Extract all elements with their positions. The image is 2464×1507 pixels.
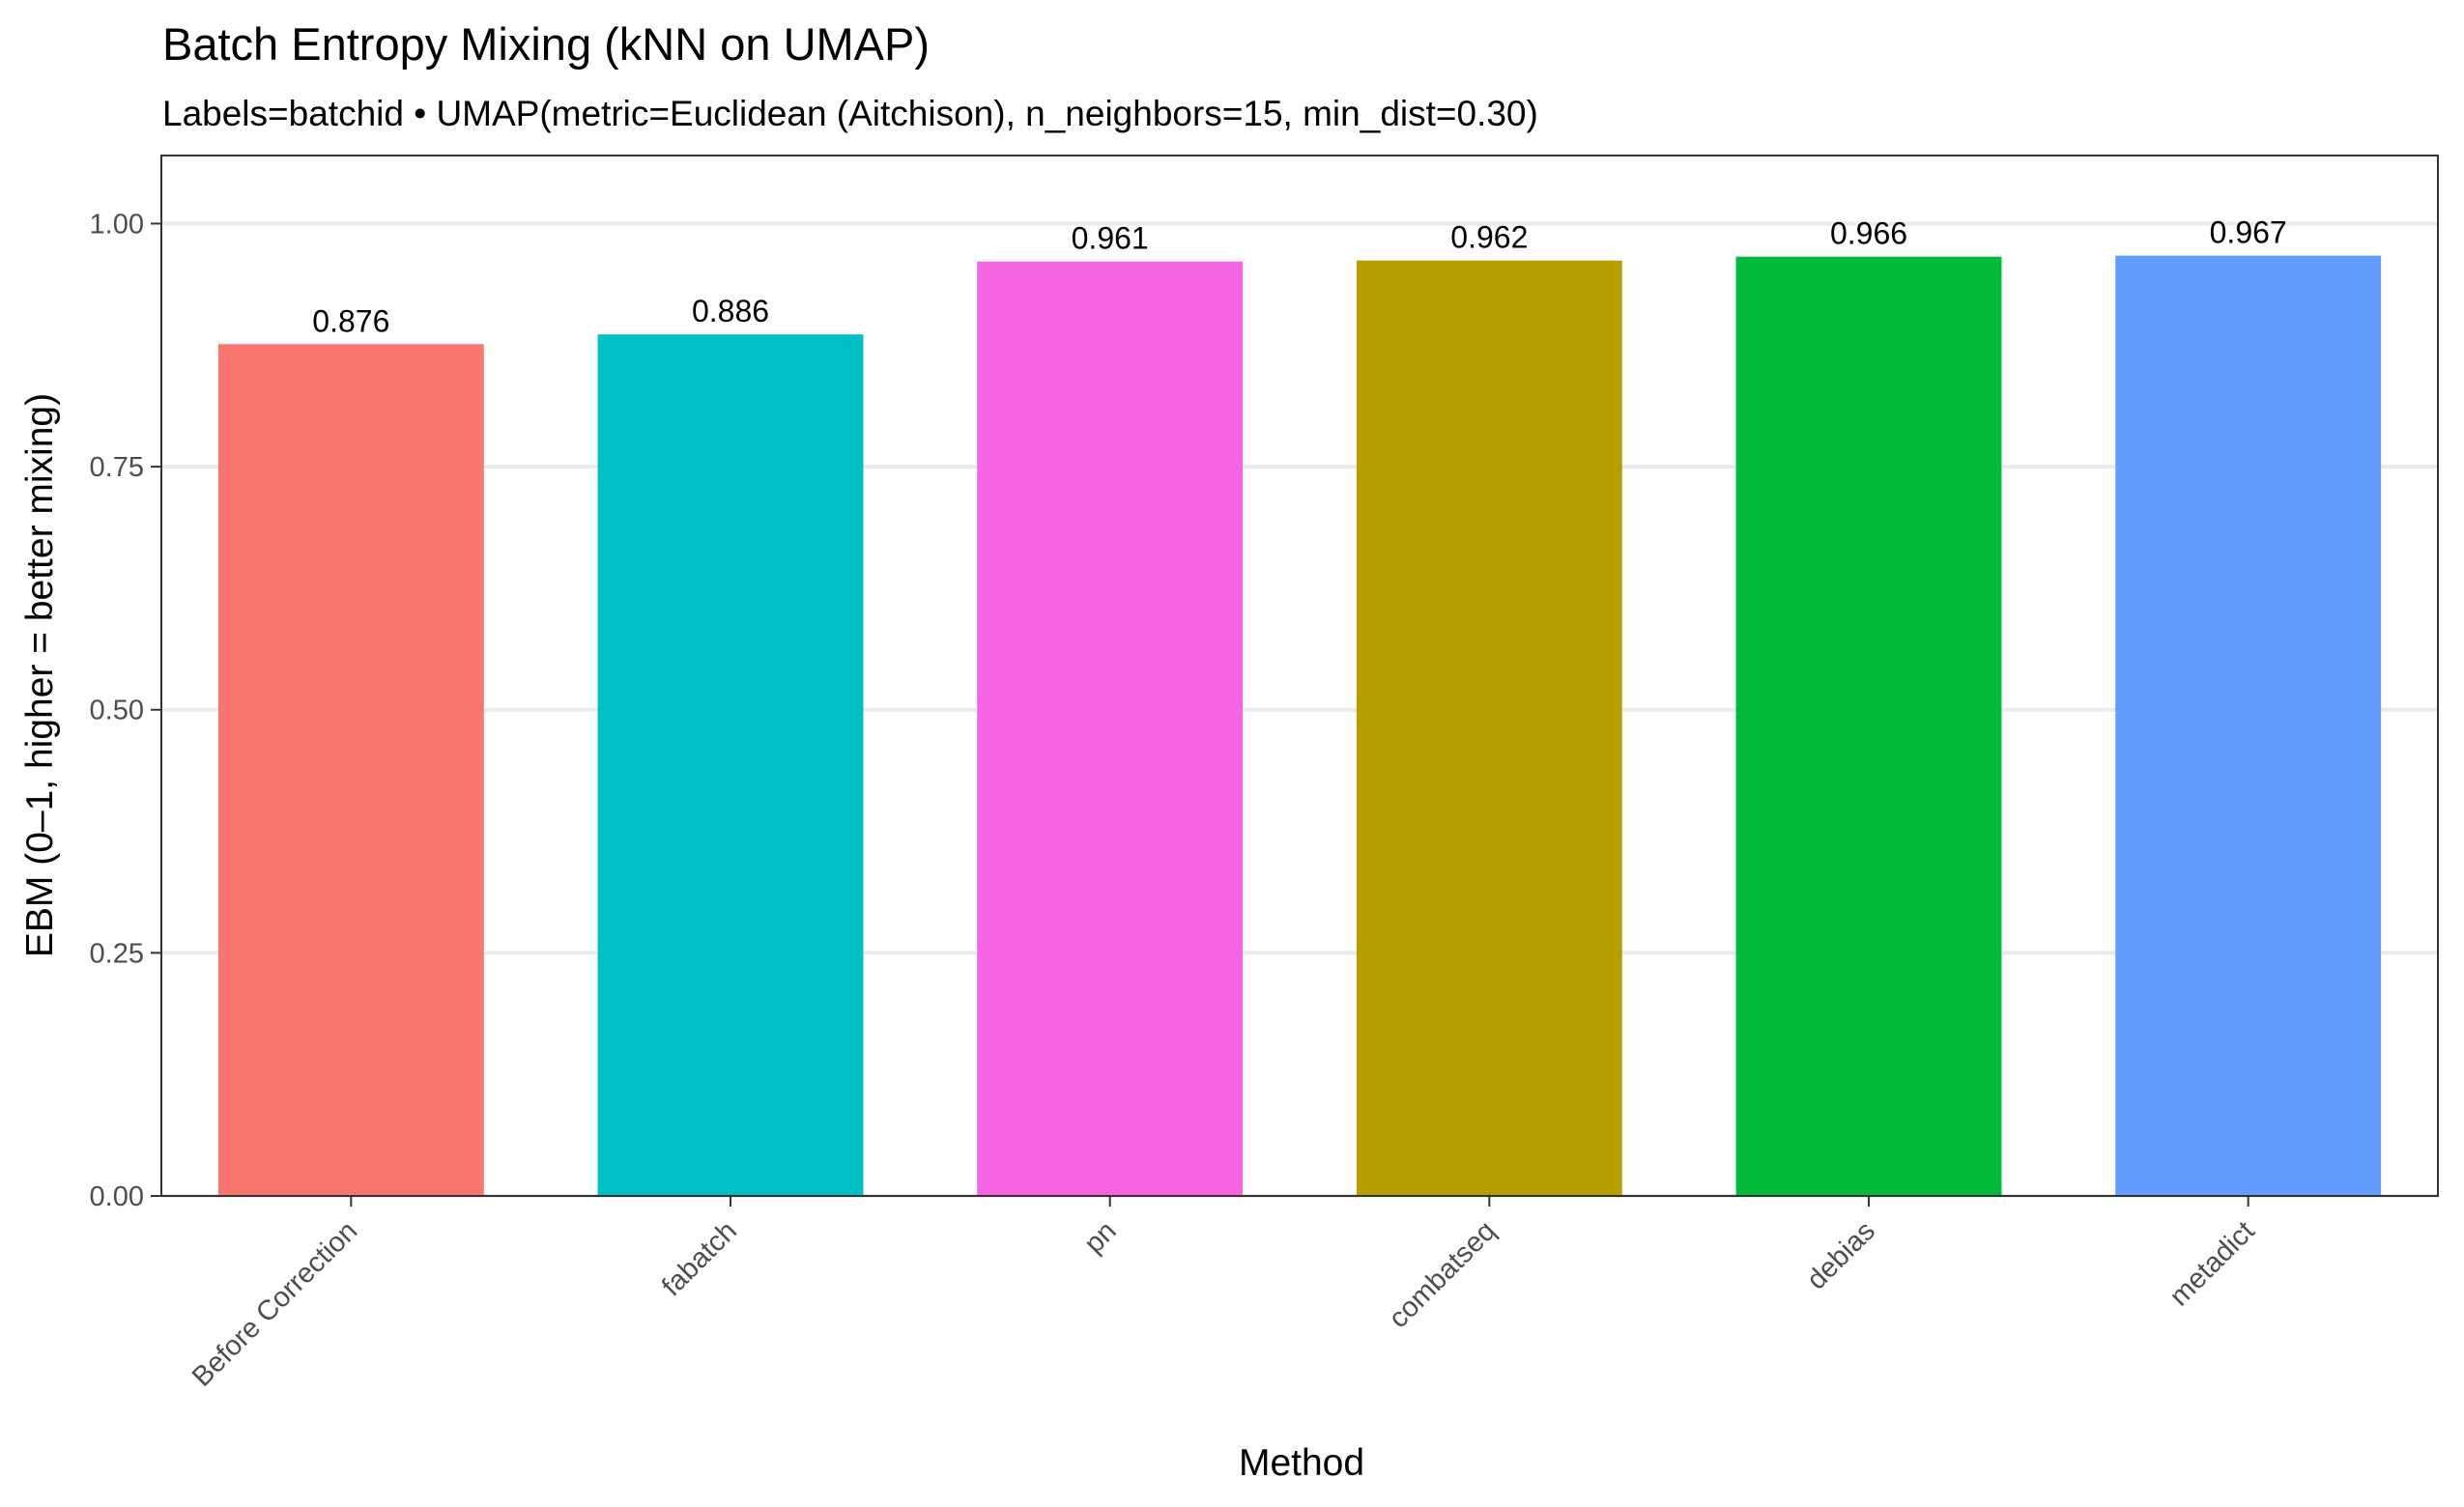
y-tick-label: 0.00 bbox=[90, 1181, 144, 1212]
bar bbox=[597, 334, 864, 1196]
gridlines bbox=[161, 221, 2438, 1198]
y-tick-label: 1.00 bbox=[90, 209, 144, 240]
data-label: 0.876 bbox=[312, 303, 389, 338]
bar bbox=[217, 344, 484, 1196]
chart-subtitle: Labels=batchid • UMAP(metric=Euclidean (… bbox=[162, 94, 1538, 133]
y-tick-label: 0.75 bbox=[90, 452, 144, 483]
y-tick-label: 0.50 bbox=[90, 696, 144, 726]
data-label: 0.962 bbox=[1450, 220, 1528, 255]
data-label: 0.961 bbox=[1072, 221, 1149, 256]
y-axis-title: EBM (0–1, higher = better mixing) bbox=[19, 393, 61, 957]
x-tick-label: metadict bbox=[2163, 1215, 2260, 1312]
x-tick-label: combatseq bbox=[1383, 1215, 1502, 1334]
x-tick-label: debias bbox=[1801, 1215, 1881, 1295]
y-axis: 0.00 0.25 0.50 0.75 1.00 bbox=[90, 209, 161, 1212]
data-label: 0.967 bbox=[2210, 215, 2287, 250]
bar bbox=[2115, 255, 2382, 1196]
x-axis-title: Method bbox=[1239, 1442, 1364, 1484]
x-tick-label: fabatch bbox=[656, 1215, 743, 1302]
y-tick-label: 0.25 bbox=[90, 938, 144, 969]
data-label: 0.886 bbox=[692, 294, 769, 328]
x-axis: Before Correction fabatch pn combatseq debia… bbox=[186, 1196, 2261, 1393]
bar bbox=[1356, 260, 1622, 1196]
x-tick-label: Before Correction bbox=[186, 1215, 363, 1392]
x-tick-label: pn bbox=[1078, 1215, 1122, 1259]
value-labels: 0.876 0.886 0.961 0.962 0.966 0.967 bbox=[312, 215, 2286, 339]
bars bbox=[217, 255, 2382, 1196]
data-label: 0.966 bbox=[1830, 216, 1907, 251]
chart-title: Batch Entropy Mixing (kNN on UMAP) bbox=[162, 18, 930, 70]
plot-panel-border bbox=[160, 155, 2439, 1197]
bar bbox=[977, 261, 1244, 1196]
bar bbox=[1735, 256, 2002, 1196]
